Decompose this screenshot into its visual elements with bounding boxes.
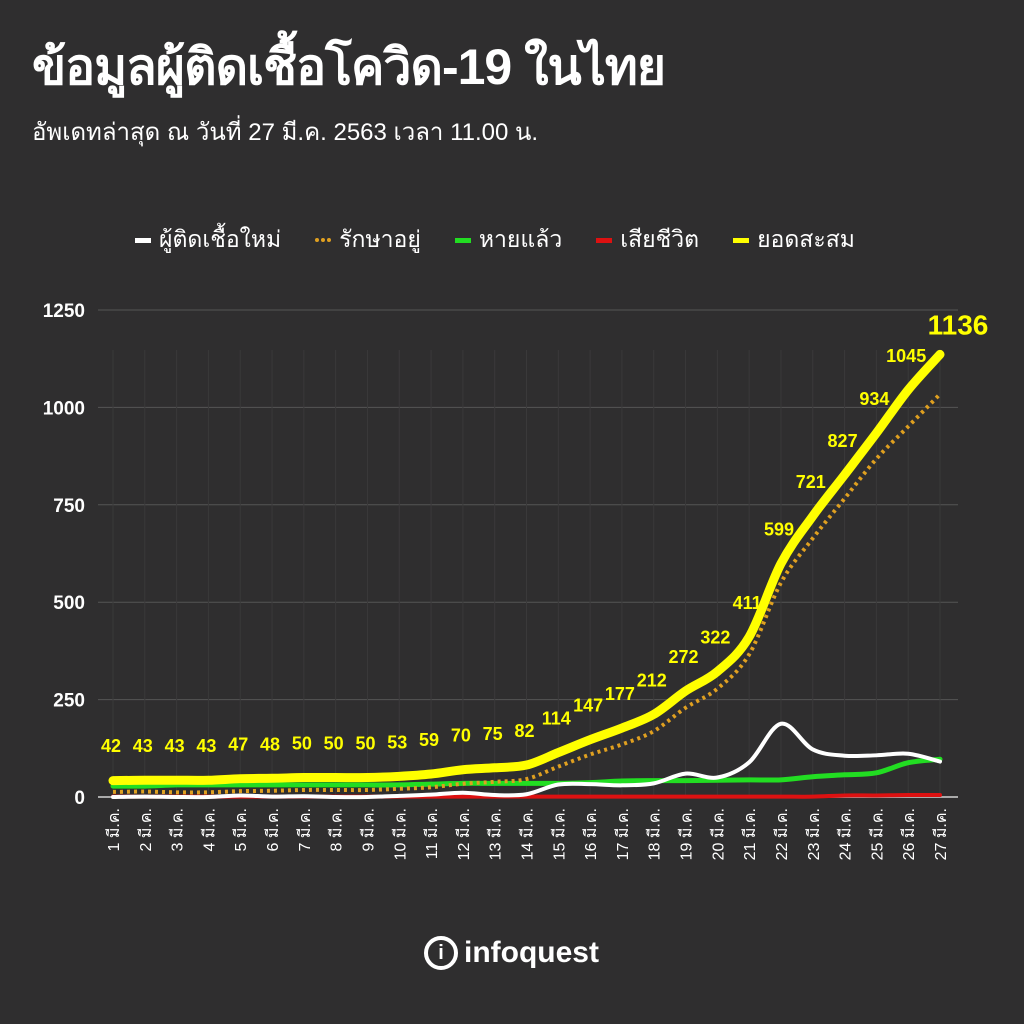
data-label: 42 (101, 736, 121, 756)
legend-item: เสียชีวิต (596, 222, 699, 258)
legend-swatch (596, 237, 613, 243)
x-tick-label: 14 มี.ค. (519, 808, 537, 860)
series-line-2 (110, 756, 943, 789)
chart-subtitle: อัพเดทล่าสุด ณ วันที่ 27 มี.ค. 2563 เวลา… (32, 119, 539, 146)
legend: ผู้ติดเชื้อใหม่ รักษาอยู่ หายแล้ว เสียชีวิต… (135, 222, 855, 258)
data-label: 411 (733, 593, 762, 613)
info-magnifier-icon: i (424, 936, 458, 970)
data-label: 599 (764, 520, 794, 540)
x-tick-label: 12 มี.ค. (455, 808, 473, 860)
x-tick-label: 23 มี.ค. (805, 808, 823, 860)
data-label: 53 (387, 732, 407, 752)
data-label: 75 (483, 724, 503, 744)
legend-label: หายแล้ว (478, 226, 563, 252)
data-label: 48 (260, 734, 280, 754)
x-tick-label: 25 มี.ค. (868, 808, 886, 860)
data-label: 721 (796, 472, 826, 492)
chart-title: ข้อมูลผู้ติดเชื้อโควิด-19 ในไทย (32, 39, 666, 95)
series-line-4 (108, 349, 945, 786)
data-label: 50 (355, 734, 375, 754)
y-tick-label: 1250 (43, 301, 85, 322)
x-tick-label: 18 มี.ค. (646, 808, 664, 860)
y-tick-label: 500 (53, 593, 85, 614)
x-tick-label: 10 มี.ค. (391, 808, 409, 860)
y-tick-label: 0 (74, 788, 85, 809)
x-tick-label: 15 มี.ค. (550, 808, 568, 860)
data-label: 50 (292, 734, 312, 754)
x-tick-label: 17 มี.ค. (614, 808, 632, 860)
legend-swatch (733, 237, 750, 243)
legend-item: ยอดสะสม (733, 222, 855, 258)
x-tick-label: 2 มี.ค. (137, 808, 155, 851)
data-label: 1136 (928, 309, 989, 340)
x-tick-label: 24 มี.ค. (837, 808, 855, 860)
data-label: 70 (451, 726, 471, 746)
data-label: 322 (700, 628, 730, 648)
x-tick-label: 27 มี.ค. (932, 808, 950, 860)
x-tick-label: 8 มี.ค. (328, 808, 346, 851)
x-tick-label: 1 มี.ค. (105, 808, 123, 851)
infoquest-logo: i infoquest (424, 936, 599, 970)
data-label: 59 (419, 730, 439, 750)
x-tick-label: 5 มี.ค. (232, 808, 250, 851)
logo-text: infoquest (464, 936, 599, 969)
x-tick-label: 13 มี.ค. (487, 808, 505, 860)
data-label: 82 (514, 721, 534, 741)
x-tick-label: 19 มี.ค. (678, 808, 696, 860)
legend-swatch (315, 238, 332, 242)
x-tick-label: 9 มี.ค. (359, 808, 377, 851)
x-tick-label: 20 มี.ค. (709, 808, 727, 860)
x-tick-label: 11 มี.ค. (423, 808, 441, 859)
legend-label: ยอดสะสม (757, 226, 855, 252)
data-label: 1045 (886, 346, 926, 366)
data-label: 47 (228, 735, 248, 755)
legend-item: รักษาอยู่ (315, 222, 421, 258)
series-line-0 (111, 721, 942, 800)
legend-label: รักษาอยู่ (339, 226, 421, 252)
x-tick-label: 4 มี.ค. (200, 808, 218, 851)
legend-label: เสียชีวิต (620, 226, 700, 252)
x-tick-label: 21 มี.ค. (741, 808, 759, 860)
series-line-1 (112, 392, 942, 795)
x-tick-label: 22 มี.ค. (773, 808, 791, 860)
data-label: 50 (324, 734, 344, 754)
data-label: 827 (828, 431, 858, 451)
legend-item: หายแล้ว (454, 222, 563, 258)
data-label: 114 (542, 709, 571, 729)
data-label: 147 (573, 696, 603, 716)
legend-item: ผู้ติดเชื้อใหม่ (135, 222, 281, 258)
data-label: 43 (165, 736, 185, 756)
data-label: 212 (637, 670, 667, 690)
y-tick-label: 250 (53, 691, 85, 712)
data-label: 43 (133, 736, 153, 756)
data-label: 934 (859, 389, 889, 409)
y-tick-label: 1000 (43, 398, 85, 419)
x-tick-label: 16 มี.ค. (582, 808, 600, 860)
x-tick-label: 3 มี.ค. (169, 808, 187, 851)
data-label: 43 (196, 736, 216, 756)
x-tick-label: 6 มี.ค. (264, 808, 282, 851)
legend-swatch (454, 237, 471, 243)
x-tick-label: 7 มี.ค. (296, 808, 314, 851)
legend-label: ผู้ติดเชื้อใหม่ (159, 226, 282, 252)
legend-swatch (135, 237, 151, 243)
data-label: 272 (669, 647, 699, 667)
y-tick-label: 750 (53, 496, 85, 517)
data-label: 177 (605, 684, 635, 704)
x-tick-label: 26 มี.ค. (900, 808, 918, 860)
